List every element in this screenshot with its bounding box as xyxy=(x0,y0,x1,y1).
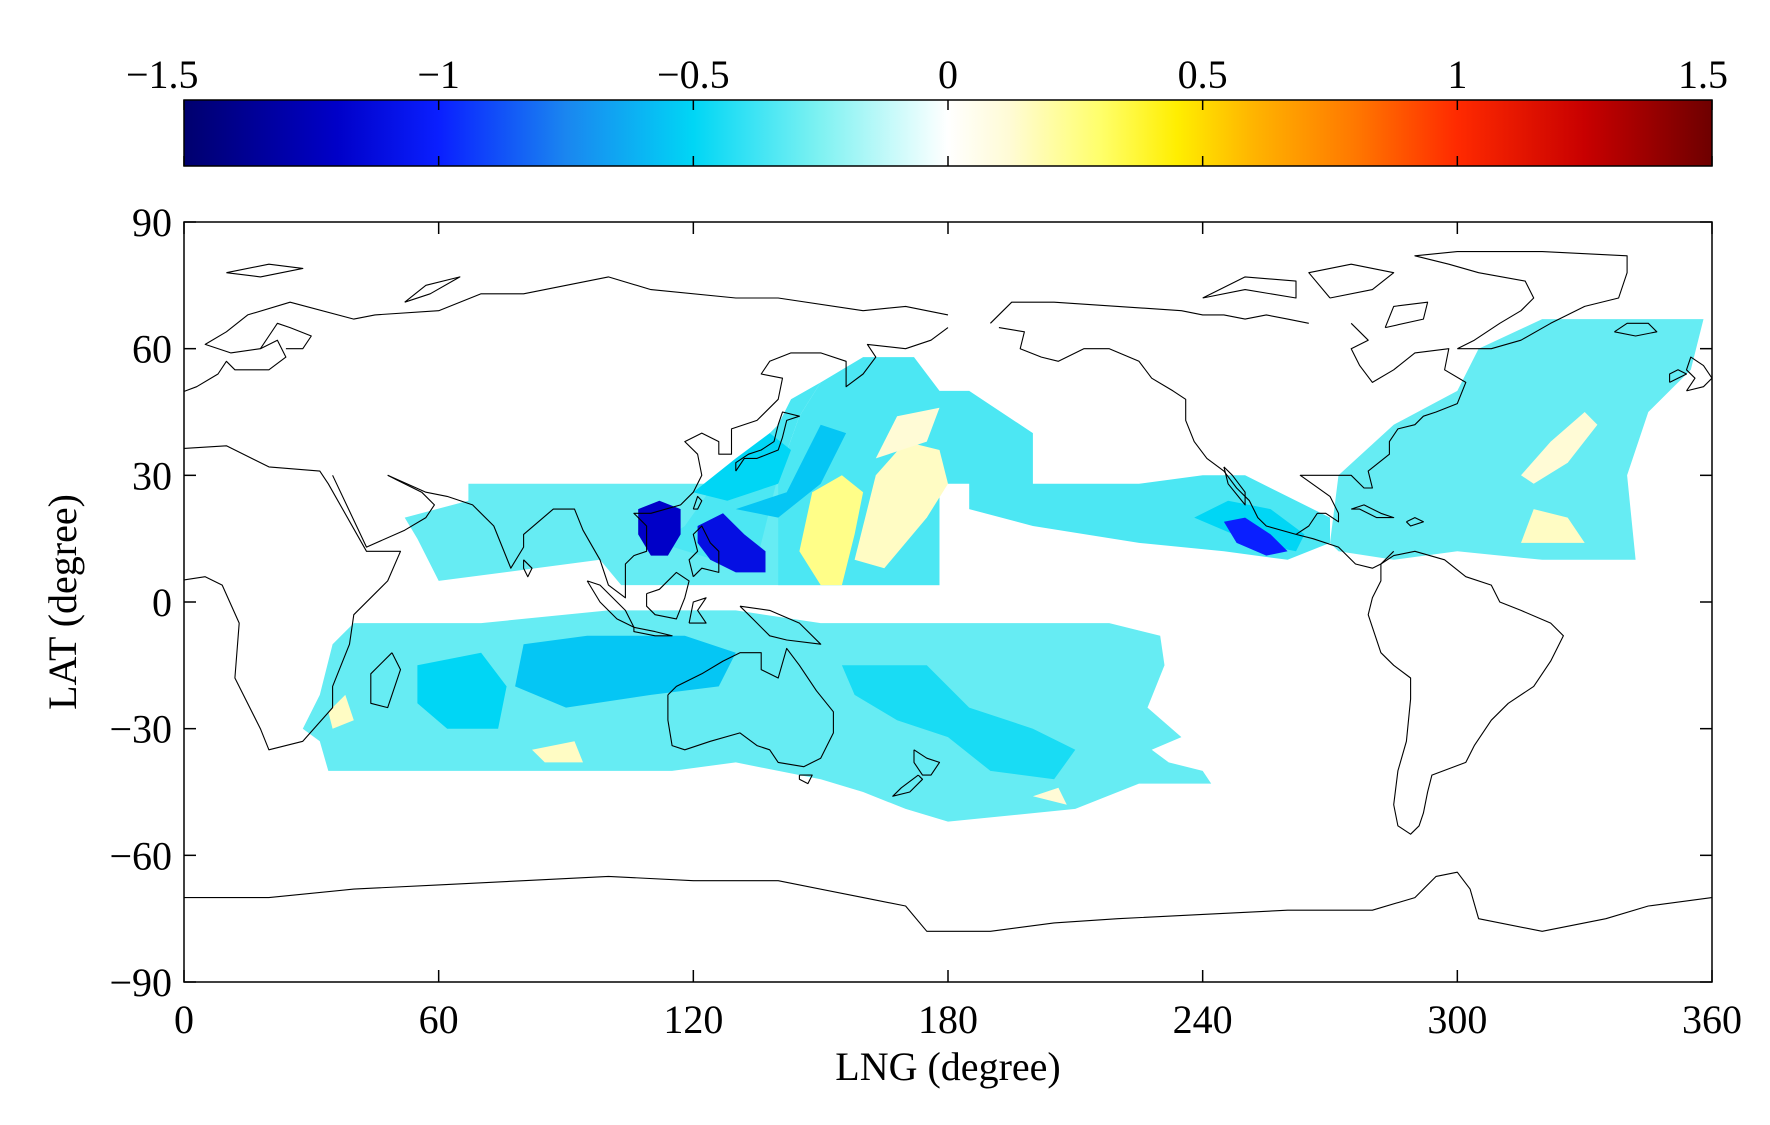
colorbar-frame xyxy=(183,99,1713,167)
colorbar-tick-label: 0 xyxy=(938,52,958,97)
coastline xyxy=(1367,550,1564,835)
x-axis-label: LNG (degree) xyxy=(835,1044,1060,1089)
coastline xyxy=(1202,276,1297,299)
anomaly-region xyxy=(532,741,583,763)
x-tick-label: 300 xyxy=(1427,997,1487,1042)
y-tick-label: 90 xyxy=(132,200,172,245)
y-tick-label: −90 xyxy=(109,960,172,1005)
anomaly-region xyxy=(417,652,507,729)
coastline xyxy=(739,605,822,645)
coastline xyxy=(332,474,435,548)
coastline xyxy=(1614,322,1658,337)
anomaly-region xyxy=(638,500,681,556)
anomaly-region xyxy=(854,441,948,569)
coastline xyxy=(226,263,304,278)
y-tick-label: 60 xyxy=(132,327,172,372)
colorbar: −1.5 −1 −0.5 0 0.5 1 1.5 xyxy=(126,52,1728,167)
coastline xyxy=(184,871,1712,932)
coastline xyxy=(1223,466,1246,506)
coastline xyxy=(1351,504,1395,519)
anomaly-region xyxy=(875,407,940,459)
anomaly-region xyxy=(693,433,791,501)
coastline xyxy=(990,301,1309,324)
coastline xyxy=(184,276,949,393)
colorbar-tick-label: −0.5 xyxy=(657,52,730,97)
coastline xyxy=(370,652,402,709)
colorbar-gradient xyxy=(184,100,1712,166)
anomaly-field xyxy=(302,319,1704,822)
coastline xyxy=(1669,369,1688,383)
y-tick-label: −30 xyxy=(109,707,172,752)
coastline xyxy=(1384,301,1429,329)
x-tick-label: 60 xyxy=(419,997,459,1042)
anomaly-region xyxy=(1521,412,1598,484)
plot-background xyxy=(184,222,1712,982)
coastline xyxy=(1295,322,1467,535)
anomaly-region xyxy=(1032,787,1067,805)
anomaly-region xyxy=(515,635,736,708)
anomaly-region xyxy=(1330,319,1704,560)
y-tick-label: 0 xyxy=(152,580,172,625)
coastline xyxy=(387,327,949,599)
coastline xyxy=(1685,356,1712,392)
colorbar-tick-label: 1.5 xyxy=(1678,52,1728,97)
colorbar-tick-label: −1.5 xyxy=(126,52,199,97)
coastline xyxy=(633,626,673,637)
coastline xyxy=(1414,251,1628,350)
x-tick-label: 0 xyxy=(174,997,194,1042)
coastline xyxy=(688,525,720,578)
y-tick-label: 30 xyxy=(132,453,172,498)
anomaly-region xyxy=(735,424,847,518)
coastline xyxy=(259,322,312,350)
coastline xyxy=(646,571,690,620)
anomaly-region xyxy=(1521,509,1585,543)
y-axis-label: LAT (degree) xyxy=(40,494,85,710)
coastline xyxy=(184,445,402,751)
coastline xyxy=(913,749,941,776)
y-tick-labels: 90 60 30 0 −30 −60 −90 xyxy=(109,200,172,1005)
coastline xyxy=(404,276,461,303)
anomaly-region xyxy=(697,513,766,573)
anomaly-region xyxy=(841,665,1076,780)
coastline xyxy=(798,774,813,785)
x-tick-labels: 0 60 120 180 240 300 360 xyxy=(174,997,1742,1042)
axis-ticks xyxy=(183,221,1713,983)
coastline xyxy=(892,774,924,797)
x-tick-label: 180 xyxy=(918,997,978,1042)
coastline xyxy=(1406,517,1424,527)
anomaly-region xyxy=(328,694,354,729)
coastline xyxy=(523,559,533,578)
coastlines xyxy=(184,251,1712,932)
anomaly-region xyxy=(799,475,864,586)
colorbar-tick-label: 1 xyxy=(1447,52,1467,97)
coastline xyxy=(735,411,800,472)
coastline xyxy=(692,495,703,510)
anomaly-region xyxy=(1223,517,1288,556)
x-tick-label: 120 xyxy=(663,997,723,1042)
colorbar-tick-label: 0.5 xyxy=(1178,52,1228,97)
coastline xyxy=(998,327,1395,569)
coastline xyxy=(1308,263,1395,299)
x-tick-label: 240 xyxy=(1173,997,1233,1042)
coastline xyxy=(667,647,834,768)
x-tick-label: 360 xyxy=(1682,997,1742,1042)
coastline xyxy=(688,597,707,624)
y-tick-label: −60 xyxy=(109,833,172,878)
colorbar-tick-labels: −1.5 −1 −0.5 0 0.5 1 1.5 xyxy=(126,52,1728,97)
colorbar-tick-label: −1 xyxy=(417,52,460,97)
